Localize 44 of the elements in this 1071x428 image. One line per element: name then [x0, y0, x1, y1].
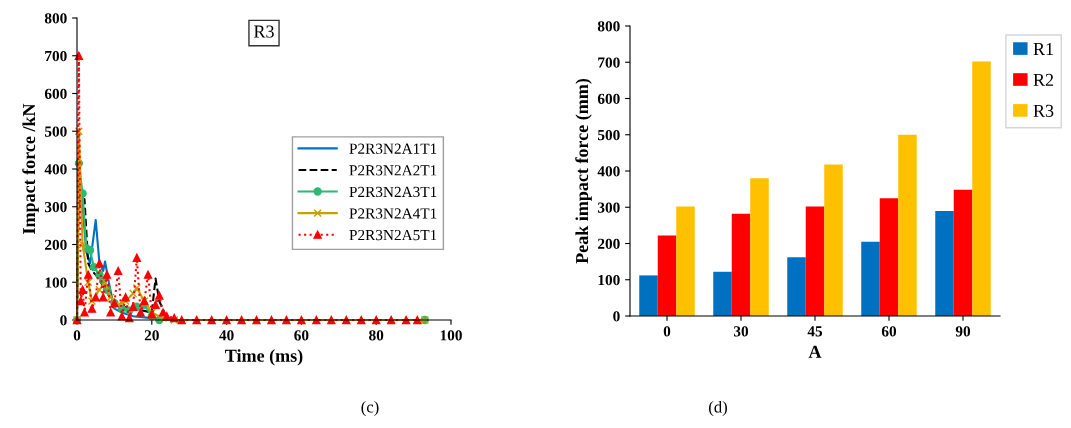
x-tick-label: 90: [955, 326, 971, 337]
y-tick-label: 400: [597, 166, 620, 177]
x-tick-label: 40: [219, 330, 234, 341]
y-tick-label: 500: [44, 126, 67, 137]
x-tick-label: 100: [440, 330, 462, 341]
legend-label: R2: [1033, 73, 1054, 86]
y-tick-label: 0: [613, 311, 620, 322]
legend-label: R1: [1033, 42, 1053, 55]
annotation: R3: [253, 25, 274, 38]
legend-label: P2R3N2A1T1: [349, 143, 437, 154]
x-axis-title: A: [808, 345, 822, 358]
x-tick-label: 20: [144, 330, 159, 341]
legend-label: P2R3N2A5T1: [349, 229, 437, 241]
y-tick-label: 700: [45, 50, 67, 62]
y-tick-label: 100: [45, 277, 67, 288]
y-tick-label: 100: [598, 274, 620, 286]
text: (c): [361, 400, 379, 416]
y-tick-label: 200: [45, 239, 67, 250]
y-tick-label: 800: [44, 13, 67, 24]
y-tick-label: 600: [44, 88, 67, 99]
legend-label: P2R3N2A3T1: [349, 186, 437, 198]
legend-label: R3: [1033, 104, 1054, 117]
legend-label: P2R3N2A2T1: [349, 165, 437, 176]
x-tick-label: 80: [369, 330, 384, 341]
text: (d): [709, 400, 727, 416]
y-tick-label: 0: [60, 315, 67, 326]
y-tick-label: 300: [44, 201, 67, 213]
y-tick-label: 400: [44, 164, 67, 175]
y-tick-label: 300: [597, 202, 620, 213]
y-tick-label: 700: [598, 57, 620, 68]
y-axis-title: Peak impact force (mm): [575, 78, 592, 264]
x-tick-label: 45: [807, 326, 823, 337]
x-tick-label: 30: [733, 326, 749, 337]
y-tick-label: 200: [598, 238, 620, 249]
legend-label: P2R3N2A4T1: [349, 208, 437, 219]
y-tick-label: 500: [597, 129, 620, 141]
x-tick-label: 60: [294, 330, 309, 341]
x-tick-label: 60: [881, 326, 897, 337]
x-tick-label: 0: [663, 326, 671, 337]
y-axis-title: Impact force /kN: [22, 103, 39, 234]
y-tick-label: 800: [597, 21, 620, 32]
y-tick-label: 600: [597, 93, 620, 104]
x-tick-label: 0: [73, 330, 81, 341]
x-axis-title: Time (ms): [225, 349, 303, 366]
